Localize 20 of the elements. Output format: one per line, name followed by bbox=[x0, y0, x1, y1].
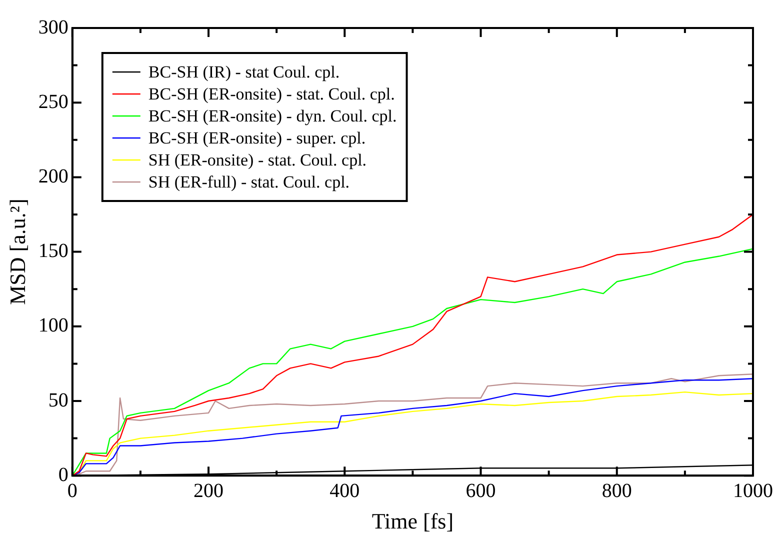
legend-label: SH (ER-full) - stat. Coul. cpl. bbox=[148, 172, 350, 192]
legend-label: BC-SH (ER-onsite) - super. cpl. bbox=[148, 128, 366, 148]
x-axis-title: Time [fs] bbox=[372, 508, 454, 534]
y-tick-label: 250 bbox=[38, 90, 68, 113]
x-tick-label: 400 bbox=[330, 480, 360, 502]
x-tick-label: 1000 bbox=[733, 480, 773, 502]
x-tick-label: 800 bbox=[602, 480, 632, 502]
legend-label: BC-SH (ER-onsite) - dyn. Coul. cpl. bbox=[148, 106, 397, 126]
y-tick-label: 50 bbox=[48, 389, 68, 412]
y-tick-label: 200 bbox=[38, 165, 68, 188]
y-tick-label: 300 bbox=[38, 16, 68, 38]
x-tick-label: 600 bbox=[466, 480, 496, 502]
y-tick-label: 0 bbox=[58, 464, 68, 486]
legend-label: SH (ER-onsite) - stat. Coul. cpl. bbox=[148, 150, 367, 170]
legend-label: BC-SH (ER-onsite) - stat. Coul. cpl. bbox=[148, 84, 395, 104]
y-axis-title: MSD [a.u.²] bbox=[4, 198, 30, 305]
y-tick-label: 100 bbox=[38, 314, 68, 337]
legend-label: BC-SH (IR) - stat Coul. cpl. bbox=[148, 62, 340, 82]
y-tick-label: 150 bbox=[38, 240, 68, 262]
x-tick-label: 200 bbox=[194, 480, 224, 502]
